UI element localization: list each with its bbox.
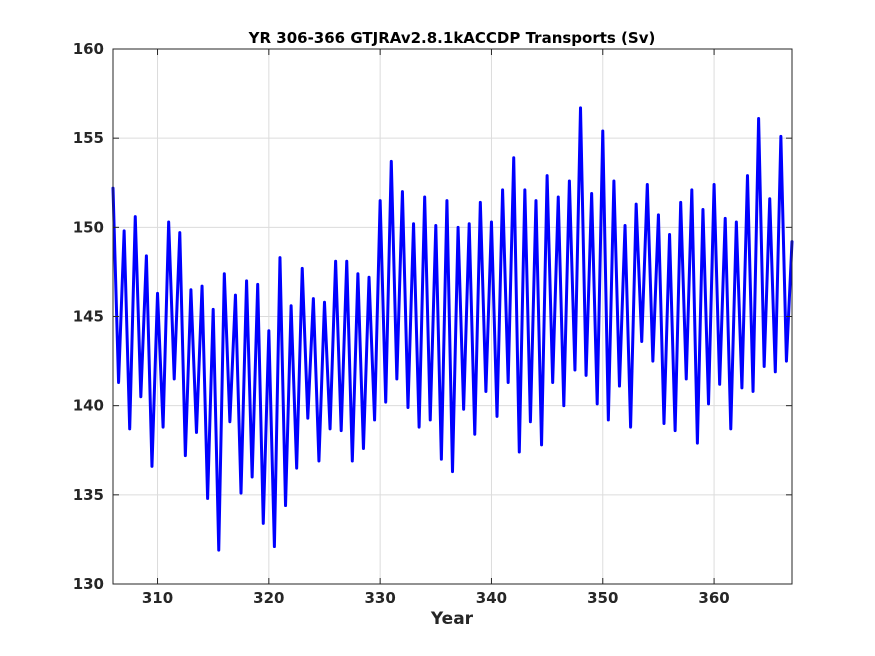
x-axis-label: Year (430, 609, 474, 629)
y-tick-label: 145 (73, 308, 104, 326)
x-tick-label: 350 (587, 589, 618, 607)
y-tick-label: 150 (73, 218, 104, 236)
y-tick-label: 140 (73, 397, 104, 415)
chart-title: YR 306-366 GTJRAv2.8.1kACCDP Transports … (248, 29, 656, 47)
axis-ticks: 310 320 330 340 350 360 130 135 140 145 150 155 160 (73, 40, 792, 607)
x-tick-label: 320 (253, 589, 284, 607)
series-line (111, 106, 794, 552)
y-tick-label: 130 (73, 575, 104, 593)
x-tick-label: 330 (364, 589, 395, 607)
series-group (111, 106, 794, 552)
y-tick-label: 160 (73, 40, 104, 58)
x-tick-label: 360 (698, 589, 729, 607)
x-tick-label: 340 (476, 589, 507, 607)
y-tick-label: 135 (73, 486, 104, 504)
x-tick-label: 310 (142, 589, 173, 607)
y-tick-label: 155 (73, 129, 104, 147)
